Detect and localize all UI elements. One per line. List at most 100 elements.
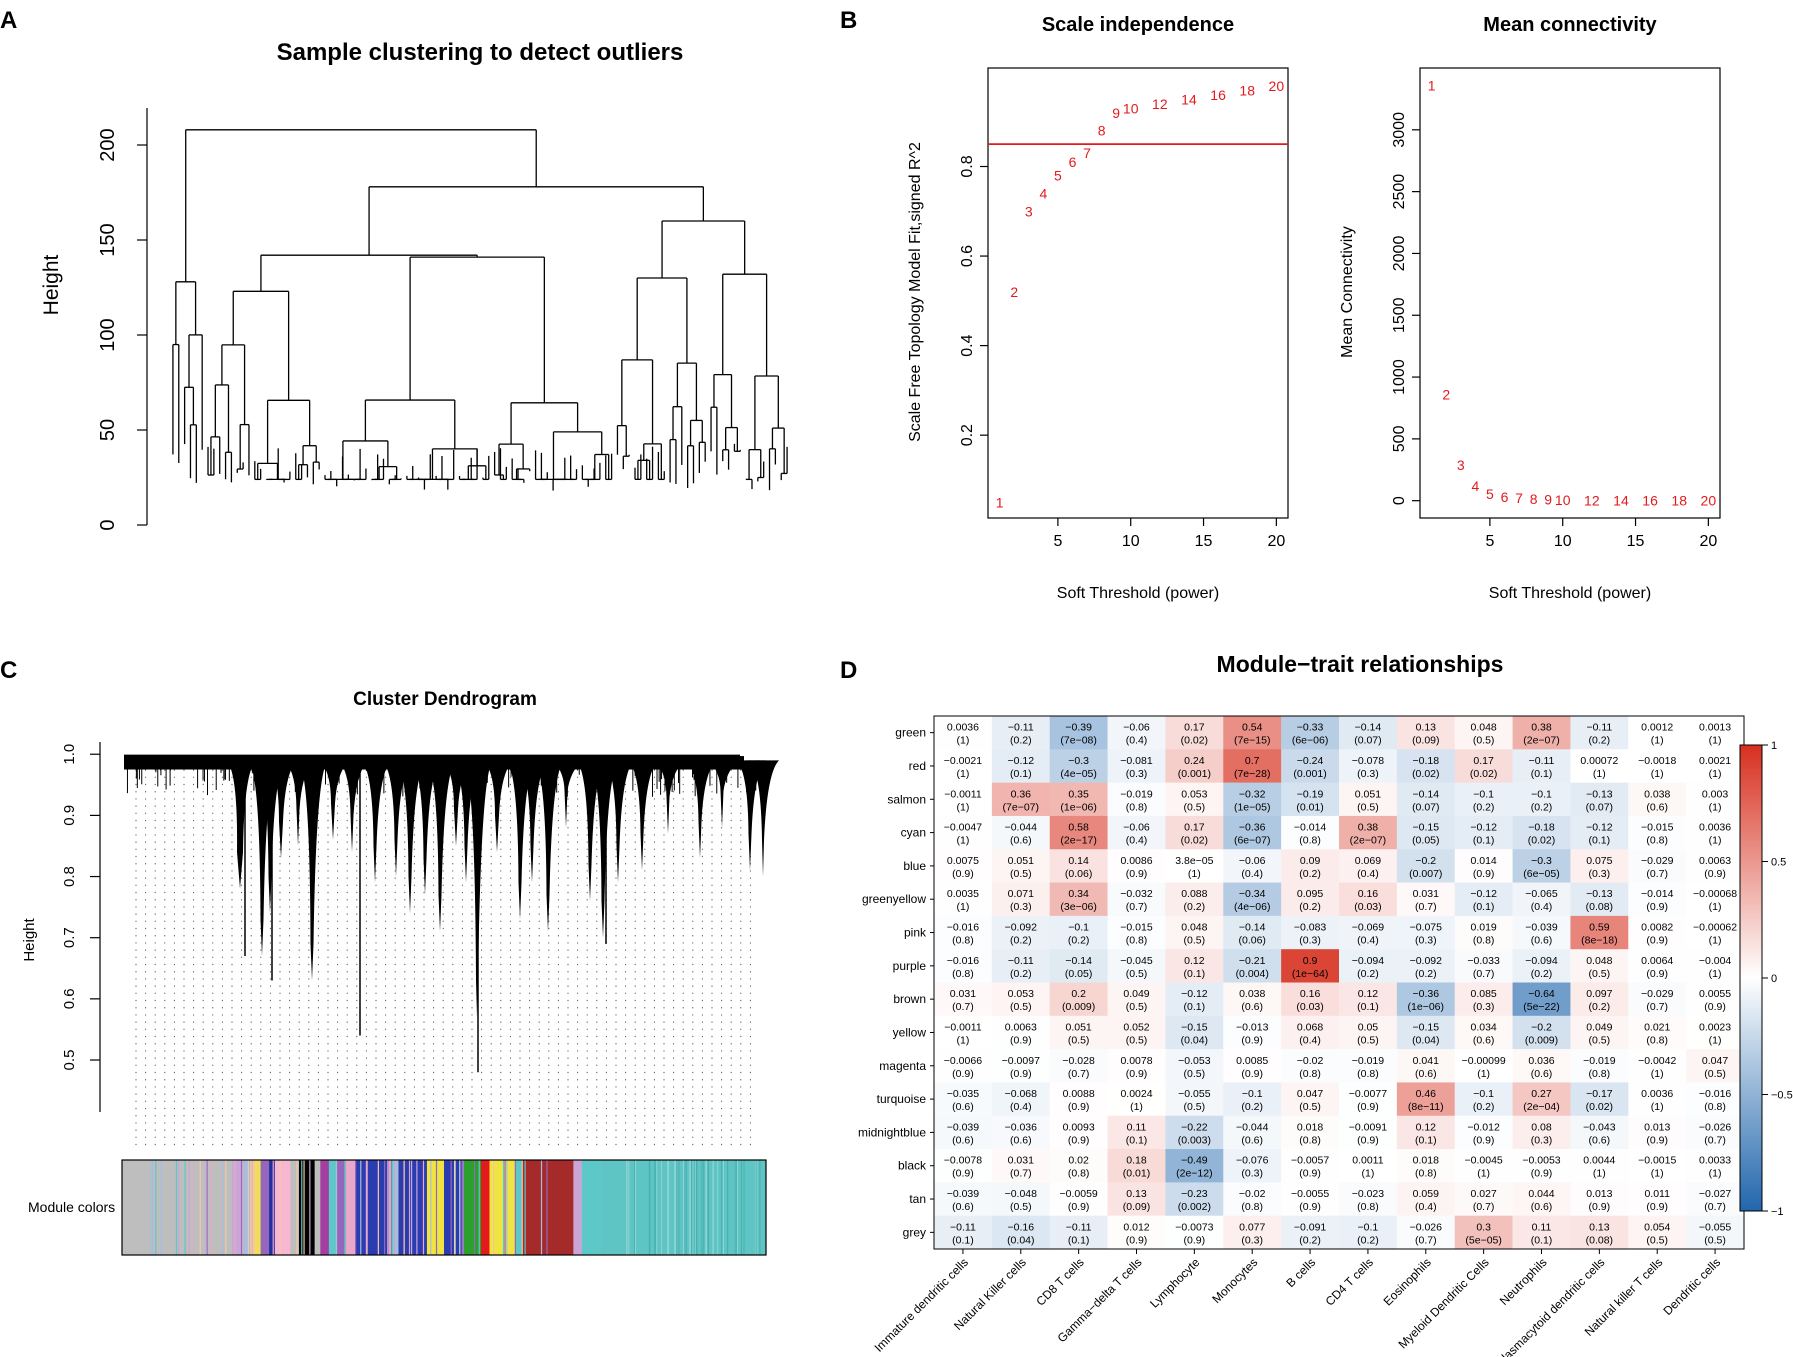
- panel-d-cell-value: −0.24: [1297, 755, 1324, 767]
- panel-d-cell: [1281, 1049, 1340, 1083]
- panel-d-cell: [991, 782, 1051, 817]
- panel-d-cell-value: −0.16: [1007, 1221, 1034, 1233]
- panel-d-cell-value: −0.11: [950, 1221, 976, 1233]
- panel-c-branch-cluster: [361, 760, 391, 883]
- panel-d-cell: [1281, 915, 1340, 950]
- panel-d-cell: [934, 1015, 993, 1050]
- panel-d-cell-pvalue: (0.6): [1473, 1034, 1495, 1046]
- panel-c-module-color-segment: [320, 1160, 330, 1255]
- panel-d-cell-pvalue: (0.02): [1528, 835, 1555, 847]
- panel-d-cell: [1396, 982, 1456, 1017]
- panel-d-cell-value: −0.06: [1239, 855, 1266, 867]
- panel-d-cell-value: 0.013: [1586, 1188, 1612, 1200]
- panel-d-cell-pvalue: (1): [1593, 768, 1606, 780]
- panel-d-cell-pvalue: (0.9): [1646, 901, 1668, 913]
- panel-d-cell-value: 0.071: [1008, 888, 1034, 900]
- panel-d-cell-pvalue: (0.6): [1241, 1134, 1263, 1146]
- panel-d-cell-value: −0.36: [1239, 822, 1266, 834]
- panel-c-module-color-stripe: [272, 1160, 274, 1255]
- panel-d-cell-value: −0.053: [1178, 1055, 1211, 1067]
- panel-d-cell-pvalue: (0.5): [1126, 968, 1148, 980]
- panel-a-y-ticks: 0 50 100 150 200: [97, 128, 147, 531]
- panel-d-cell-pvalue: (0.9): [1241, 1068, 1263, 1080]
- panel-d-cell: [991, 949, 1051, 983]
- panel-d-cell-pvalue: (5e−05): [1465, 1234, 1501, 1246]
- panel-d-cell-value: −0.019: [1352, 1055, 1385, 1067]
- panel-c-branch-cluster: [749, 760, 779, 877]
- panel-c-module-color-stripe: [459, 1160, 461, 1255]
- panel-d-cell-pvalue: (0.06): [1238, 935, 1265, 947]
- panel-d-cell: [991, 716, 1051, 750]
- panel-c-colorbar-label: Module colors: [28, 1199, 115, 1215]
- panel-b1-point-label: 18: [1239, 82, 1255, 98]
- panel-d-cell: [1686, 882, 1745, 917]
- panel-b2-ytick-label: 3000: [1391, 112, 1408, 148]
- panel-b2-xtick-label: 20: [1699, 533, 1717, 550]
- panel-d-cell: [1454, 949, 1513, 983]
- panel-c-module-color-stripe: [759, 1160, 761, 1255]
- panel-d-cell: [1570, 815, 1629, 850]
- panel-c-branch-cluster: [506, 760, 536, 920]
- panel-c-module-color-stripe: [689, 1160, 691, 1255]
- panel-c-module-color-stripe: [735, 1160, 737, 1255]
- panel-d-cell-value: −0.0055: [1291, 1188, 1329, 1200]
- panel-d-cell-pvalue: (0.1): [1357, 1001, 1379, 1013]
- panel-d-cell-value: −0.068: [1005, 1088, 1038, 1100]
- panel-d-cell-pvalue: (0.7): [1126, 901, 1148, 913]
- panel-d-cell-value: 0.049: [1123, 988, 1149, 1000]
- panel-d-cell-pvalue: (1): [1709, 1034, 1722, 1046]
- panel-d-cell-pvalue: (0.09): [1412, 735, 1439, 747]
- panel-d-cell: [1454, 815, 1513, 850]
- panel-c-branch-cluster: [256, 760, 286, 914]
- panel-d-cell-pvalue: (0.08): [1586, 901, 1613, 913]
- panel-d-cell: [1570, 882, 1629, 917]
- panel-b2-xlabel: Soft Threshold (power): [1489, 585, 1651, 602]
- panel-c-module-color-stripe: [188, 1160, 190, 1255]
- panel-d-cell-value: 0.051: [1355, 788, 1381, 800]
- panel-d-cell-pvalue: (0.5): [1010, 1001, 1032, 1013]
- panel-c-module-color-stripe: [740, 1160, 742, 1255]
- panel-d-cell-value: −0.0042: [1638, 1055, 1676, 1067]
- panel-d-cell-value: −0.044: [1236, 1121, 1269, 1133]
- panel-c-ytick-label: 1.0: [61, 744, 78, 765]
- panel-d-cell-value: 0.097: [1586, 988, 1612, 1000]
- panel-d-cell-value: −0.081: [1120, 755, 1153, 767]
- panel-d-cell: [991, 749, 1051, 783]
- panel-d-heatmap-cells: 0.0036(1)−0.11(0.2)−0.39(7e−08)−0.06(0.4…: [934, 716, 1745, 1250]
- panel-d-cell-pvalue: (0.7): [1473, 968, 1495, 980]
- panel-c-module-color-stripe: [712, 1160, 714, 1255]
- panel-c-module-color-segment: [247, 1160, 256, 1255]
- panel-d-colorbar: [1739, 744, 1763, 1212]
- panel-d-cell: [1281, 1149, 1340, 1183]
- panel-d-cell: [1454, 1049, 1513, 1083]
- panel-d-cell: [1107, 849, 1166, 883]
- panel-d-cell: [1396, 782, 1456, 817]
- panel-d-cell-value: 0.0036: [1699, 822, 1731, 834]
- panel-c-module-color-stripe: [707, 1160, 709, 1255]
- panel-d-cell-pvalue: (0.7): [1415, 1234, 1437, 1246]
- panel-d-cell-value: 0.031: [1008, 1155, 1034, 1167]
- panel-c-module-color-stripe: [546, 1160, 548, 1255]
- panel-d-cell-value: −0.0057: [1291, 1155, 1329, 1167]
- panel-d-cell: [1396, 815, 1456, 850]
- panel-c-module-color-stripe: [279, 1160, 281, 1255]
- panel-d-cell-pvalue: (0.9): [1646, 1201, 1668, 1213]
- panel-c-module-color-stripe: [422, 1160, 425, 1255]
- panel-d-cell: [1223, 815, 1282, 850]
- panel-d-cell-pvalue: (0.2): [1184, 901, 1206, 913]
- panel-d-cell-pvalue: (0.5): [1184, 935, 1206, 947]
- panel-d-cell-pvalue: (0.8): [1299, 1134, 1321, 1146]
- panel-d-cell: [1686, 749, 1745, 783]
- panel-d-cell-value: 0.011: [1644, 1188, 1670, 1200]
- panel-d-cell-pvalue: (0.3): [1531, 1134, 1553, 1146]
- panel-d-cell: [1570, 982, 1629, 1017]
- panel-c-module-color-stripe: [661, 1160, 663, 1255]
- panel-d-cell: [1107, 949, 1166, 983]
- panel-d-cell: [1454, 882, 1513, 917]
- panel-d-cell-pvalue: (0.5): [1010, 868, 1032, 880]
- panel-b1-xtick-label: 5: [1053, 533, 1062, 550]
- panel-c-module-color-stripe: [191, 1160, 193, 1255]
- panel-b2-point-label: 16: [1642, 493, 1658, 509]
- panel-d-cell-pvalue: (0.02): [1181, 835, 1208, 847]
- panel-d-cell-value: −0.1: [1068, 922, 1089, 934]
